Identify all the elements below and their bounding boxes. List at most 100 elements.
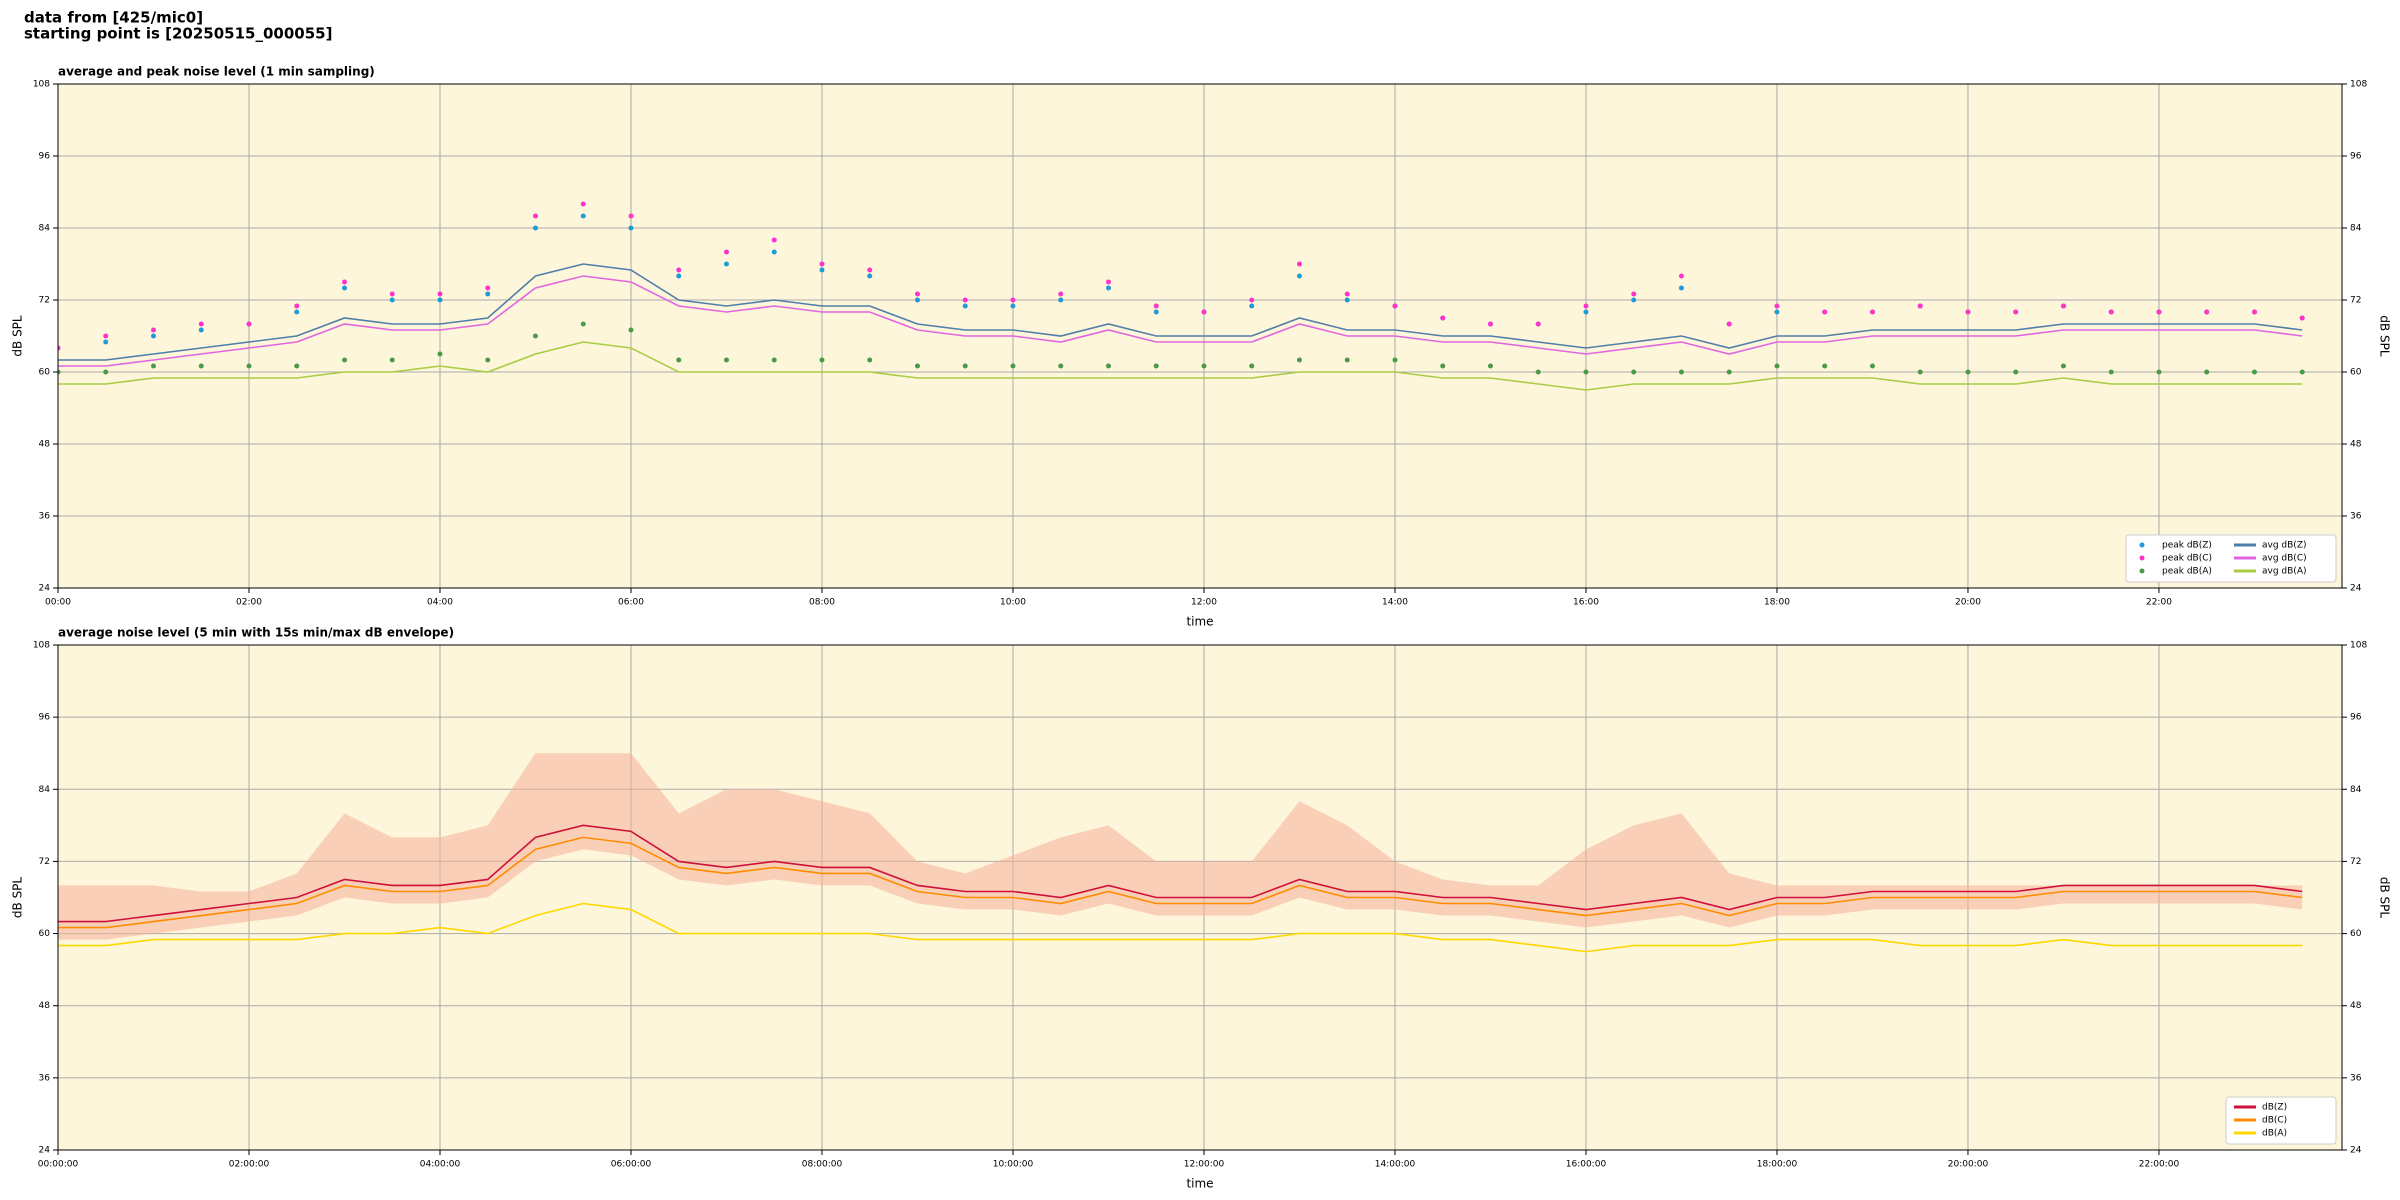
- y-tick-label: 60: [2350, 929, 2362, 939]
- y-tick-label: 96: [39, 152, 51, 162]
- chart-title: average noise level (5 min with 15s min/…: [58, 626, 454, 640]
- y-tick-label: 108: [33, 641, 50, 651]
- x-tick-label: 22:00: [2146, 598, 2172, 608]
- scatter-point: [867, 267, 873, 273]
- scatter-point: [1010, 303, 1016, 309]
- scatter-point: [914, 291, 920, 297]
- scatter-point: [628, 213, 634, 219]
- scatter-point: [2156, 309, 2162, 315]
- scatter-point: [1583, 369, 1589, 375]
- scatter-point: [532, 213, 538, 219]
- y-tick-label: 72: [39, 857, 50, 867]
- scatter-point: [1631, 291, 1637, 297]
- scatter-point: [389, 297, 395, 303]
- scatter-point: [1774, 303, 1780, 309]
- scatter-point: [1058, 291, 1064, 297]
- y-tick-label: 24: [2350, 1146, 2362, 1156]
- x-tick-label: 04:00:00: [420, 1160, 461, 1170]
- scatter-point: [2204, 309, 2210, 315]
- scatter-point: [485, 291, 491, 297]
- scatter-point: [2299, 315, 2305, 321]
- scatter-point: [1774, 309, 1780, 315]
- scatter-point: [1869, 309, 1875, 315]
- scatter-point: [771, 357, 777, 363]
- scatter-point: [1917, 303, 1923, 309]
- y-tick-label: 108: [33, 80, 50, 90]
- legend-label: peak dB(Z): [2162, 541, 2212, 551]
- y-tick-label: 60: [39, 929, 51, 939]
- scatter-point: [1153, 363, 1159, 369]
- legend-swatch: [2139, 542, 2145, 548]
- scatter-point: [1487, 363, 1493, 369]
- scatter-point: [1965, 309, 1971, 315]
- y-axis-label: dB SPL: [2378, 315, 2392, 357]
- y-tick-label: 84: [2350, 224, 2362, 234]
- x-tick-label: 08:00:00: [802, 1160, 843, 1170]
- scatter-point: [1487, 321, 1493, 327]
- scatter-point: [103, 339, 109, 345]
- x-tick-label: 12:00:00: [1184, 1160, 1225, 1170]
- x-axis-label: time: [1186, 615, 1213, 629]
- scatter-point: [294, 363, 300, 369]
- x-tick-label: 06:00:00: [611, 1160, 652, 1170]
- header-line: starting point is [20250515_000055]: [24, 25, 332, 43]
- scatter-point: [246, 321, 252, 327]
- x-tick-label: 14:00:00: [1375, 1160, 1416, 1170]
- scatter-point: [1726, 369, 1732, 375]
- y-tick-label: 36: [2350, 1073, 2362, 1083]
- scatter-point: [2251, 369, 2257, 375]
- series-line: [58, 275, 2303, 367]
- scatter-point: [723, 357, 729, 363]
- y-tick-label: 60: [2350, 368, 2362, 378]
- envelope-area: [58, 753, 2303, 940]
- scatter-point: [103, 369, 109, 375]
- scatter-point: [1678, 285, 1684, 291]
- y-tick-label: 108: [2350, 80, 2367, 90]
- scatter-point: [1249, 297, 1255, 303]
- legend-swatch: [2139, 568, 2145, 574]
- x-tick-label: 02:00:00: [229, 1160, 270, 1170]
- scatter-point: [1631, 297, 1637, 303]
- x-tick-label: 18:00:00: [1757, 1160, 1798, 1170]
- scatter-point: [2156, 369, 2162, 375]
- scatter-point: [1201, 363, 1207, 369]
- scatter-point: [485, 285, 491, 291]
- scatter-point: [150, 363, 156, 369]
- scatter-point: [1153, 309, 1159, 315]
- scatter-point: [389, 357, 395, 363]
- scatter-point: [1535, 321, 1541, 327]
- scatter-point: [1678, 369, 1684, 375]
- scatter-point: [1822, 309, 1828, 315]
- scatter-point: [1344, 357, 1350, 363]
- scatter-point: [1392, 303, 1398, 309]
- x-tick-label: 16:00: [1573, 598, 1599, 608]
- y-tick-label: 48: [2350, 440, 2362, 450]
- y-tick-label: 72: [39, 296, 50, 306]
- scatter-point: [2299, 369, 2305, 375]
- x-axis-label: time: [1186, 1177, 1213, 1191]
- y-tick-label: 24: [39, 1146, 51, 1156]
- scatter-point: [1105, 363, 1111, 369]
- scatter-point: [2013, 369, 2019, 375]
- scatter-point: [1058, 363, 1064, 369]
- scatter-point: [1583, 309, 1589, 315]
- scatter-point: [867, 357, 873, 363]
- scatter-point: [532, 333, 538, 339]
- scatter-point: [437, 291, 443, 297]
- y-tick-label: 60: [39, 368, 51, 378]
- scatter-point: [1440, 315, 1446, 321]
- scatter-point: [1917, 369, 1923, 375]
- y-tick-label: 84: [2350, 785, 2362, 795]
- y-tick-label: 48: [39, 440, 51, 450]
- legend-label: dB(C): [2262, 1116, 2287, 1126]
- scatter-point: [58, 345, 61, 351]
- scatter-point: [771, 237, 777, 243]
- scatter-point: [676, 273, 682, 279]
- scatter-point: [1822, 363, 1828, 369]
- scatter-point: [1296, 261, 1302, 267]
- x-tick-label: 14:00: [1382, 598, 1408, 608]
- scatter-point: [103, 333, 109, 339]
- scatter-point: [150, 327, 156, 333]
